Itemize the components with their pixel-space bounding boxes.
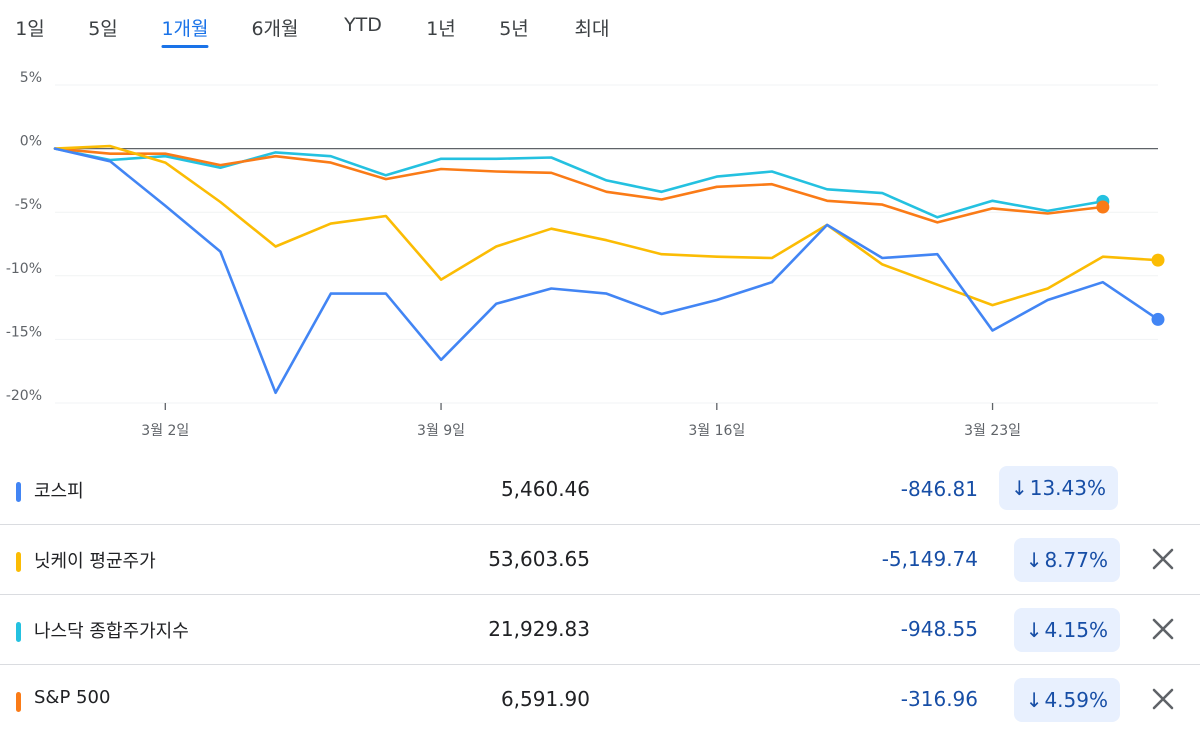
- x-tick-label: 3월 16일: [688, 423, 745, 439]
- arrow-down-icon: ↓: [1025, 688, 1043, 712]
- tab-max[interactable]: 최대: [575, 14, 610, 41]
- percent-change-badge: ↓ 13.43%: [998, 466, 1118, 510]
- remove-comparison-button[interactable]: [1148, 684, 1178, 714]
- series-line: [53, 147, 1105, 219]
- percent-change-badge: ↓ 4.15%: [1013, 608, 1120, 652]
- tab-label: 최대: [574, 18, 610, 40]
- index-change: -5,149.74: [881, 547, 978, 571]
- list-item[interactable]: 코스피 5,460.46 -846.81 ↓ 13.43%: [0, 455, 1200, 525]
- index-change: -948.55: [900, 617, 978, 641]
- index-change: -846.81: [900, 477, 978, 501]
- arrow-down-icon: ↓: [1025, 618, 1043, 642]
- tab-label: 5년: [499, 18, 529, 40]
- y-tick-label: 0%: [20, 134, 42, 150]
- y-tick-label: -10%: [6, 261, 42, 277]
- series-color-swatch: [16, 692, 21, 712]
- close-icon: [1152, 548, 1174, 570]
- series-end-point: [1096, 200, 1110, 214]
- tab-1y[interactable]: 1년: [426, 14, 456, 41]
- remove-comparison-button[interactable]: [1148, 614, 1178, 644]
- index-name: S&P 500: [34, 687, 111, 708]
- y-tick-label: -20%: [6, 388, 42, 404]
- series-color-swatch: [16, 552, 21, 572]
- tab-1d[interactable]: 1일: [15, 14, 45, 41]
- tab-label: 1개월: [161, 18, 209, 40]
- tab-label: 1일: [15, 18, 45, 40]
- y-tick-label: -5%: [15, 197, 42, 213]
- arrow-down-icon: ↓: [1010, 476, 1028, 500]
- index-change: -316.96: [900, 687, 978, 711]
- tab-label: 1년: [426, 18, 456, 40]
- y-tick-label: -15%: [6, 324, 42, 340]
- series-line: [53, 147, 1160, 395]
- index-price: 5,460.46: [500, 477, 590, 501]
- x-tick-label: 3월 9일: [417, 423, 465, 439]
- series-line: [53, 147, 1105, 224]
- percent-change-badge: ↓ 8.77%: [1013, 538, 1120, 582]
- index-price: 53,603.65: [488, 547, 590, 571]
- percent-change-badge: ↓ 4.59%: [1013, 678, 1120, 722]
- comparison-list: 코스피 5,460.46 -846.81 ↓ 13.43% 닛케이 평균주가 5…: [0, 455, 1200, 734]
- index-name: 닛케이 평균주가: [34, 551, 156, 572]
- list-item[interactable]: 닛케이 평균주가 53,603.65 -5,149.74 ↓ 8.77%: [0, 525, 1200, 595]
- arrow-down-icon: ↓: [1025, 548, 1043, 572]
- index-price: 6,591.90: [500, 687, 590, 711]
- tab-label: 5일: [88, 18, 118, 40]
- range-tabs: 1일 5일 1개월 6개월 YTD 1년 5년 최대: [0, 0, 1200, 50]
- index-name: 나스닥 종합주가지수: [34, 621, 189, 642]
- list-item[interactable]: S&P 500 6,591.90 -316.96 ↓ 4.59%: [0, 665, 1200, 734]
- x-tick-label: 3월 23일: [964, 423, 1021, 439]
- series-color-swatch: [16, 482, 21, 502]
- comparison-line-chart[interactable]: 5% 0% -5% -10% -15% -20% 3월 2일 3월 9일 3월 16일 3월 23…: [0, 60, 1200, 445]
- series-end-point: [1151, 312, 1165, 326]
- percent-change-value: 8.77%: [1044, 548, 1108, 572]
- percent-change-value: 4.59%: [1044, 688, 1108, 712]
- series-end-point: [1151, 253, 1165, 267]
- tab-label: YTD: [344, 14, 382, 36]
- percent-change-value: 4.15%: [1044, 618, 1108, 642]
- tab-5y[interactable]: 5년: [499, 14, 529, 41]
- tab-6m[interactable]: 6개월: [251, 14, 298, 41]
- remove-comparison-button[interactable]: [1148, 544, 1178, 574]
- tab-1m[interactable]: 1개월: [161, 14, 209, 48]
- percent-change-value: 13.43%: [1029, 476, 1106, 500]
- index-price: 21,929.83: [488, 617, 590, 641]
- index-name: 코스피: [34, 481, 84, 502]
- series-line: [53, 144, 1160, 307]
- y-tick-label: 5%: [20, 70, 42, 86]
- close-icon: [1152, 688, 1174, 710]
- active-tab-indicator: [161, 45, 209, 48]
- tab-5d[interactable]: 5일: [88, 14, 118, 41]
- tab-label: 6개월: [251, 18, 299, 40]
- series-color-swatch: [16, 622, 21, 642]
- list-item[interactable]: 나스닥 종합주가지수 21,929.83 -948.55 ↓ 4.15%: [0, 595, 1200, 665]
- tab-ytd[interactable]: YTD: [344, 14, 382, 36]
- close-icon: [1152, 618, 1174, 640]
- x-tick-label: 3월 2일: [141, 423, 189, 439]
